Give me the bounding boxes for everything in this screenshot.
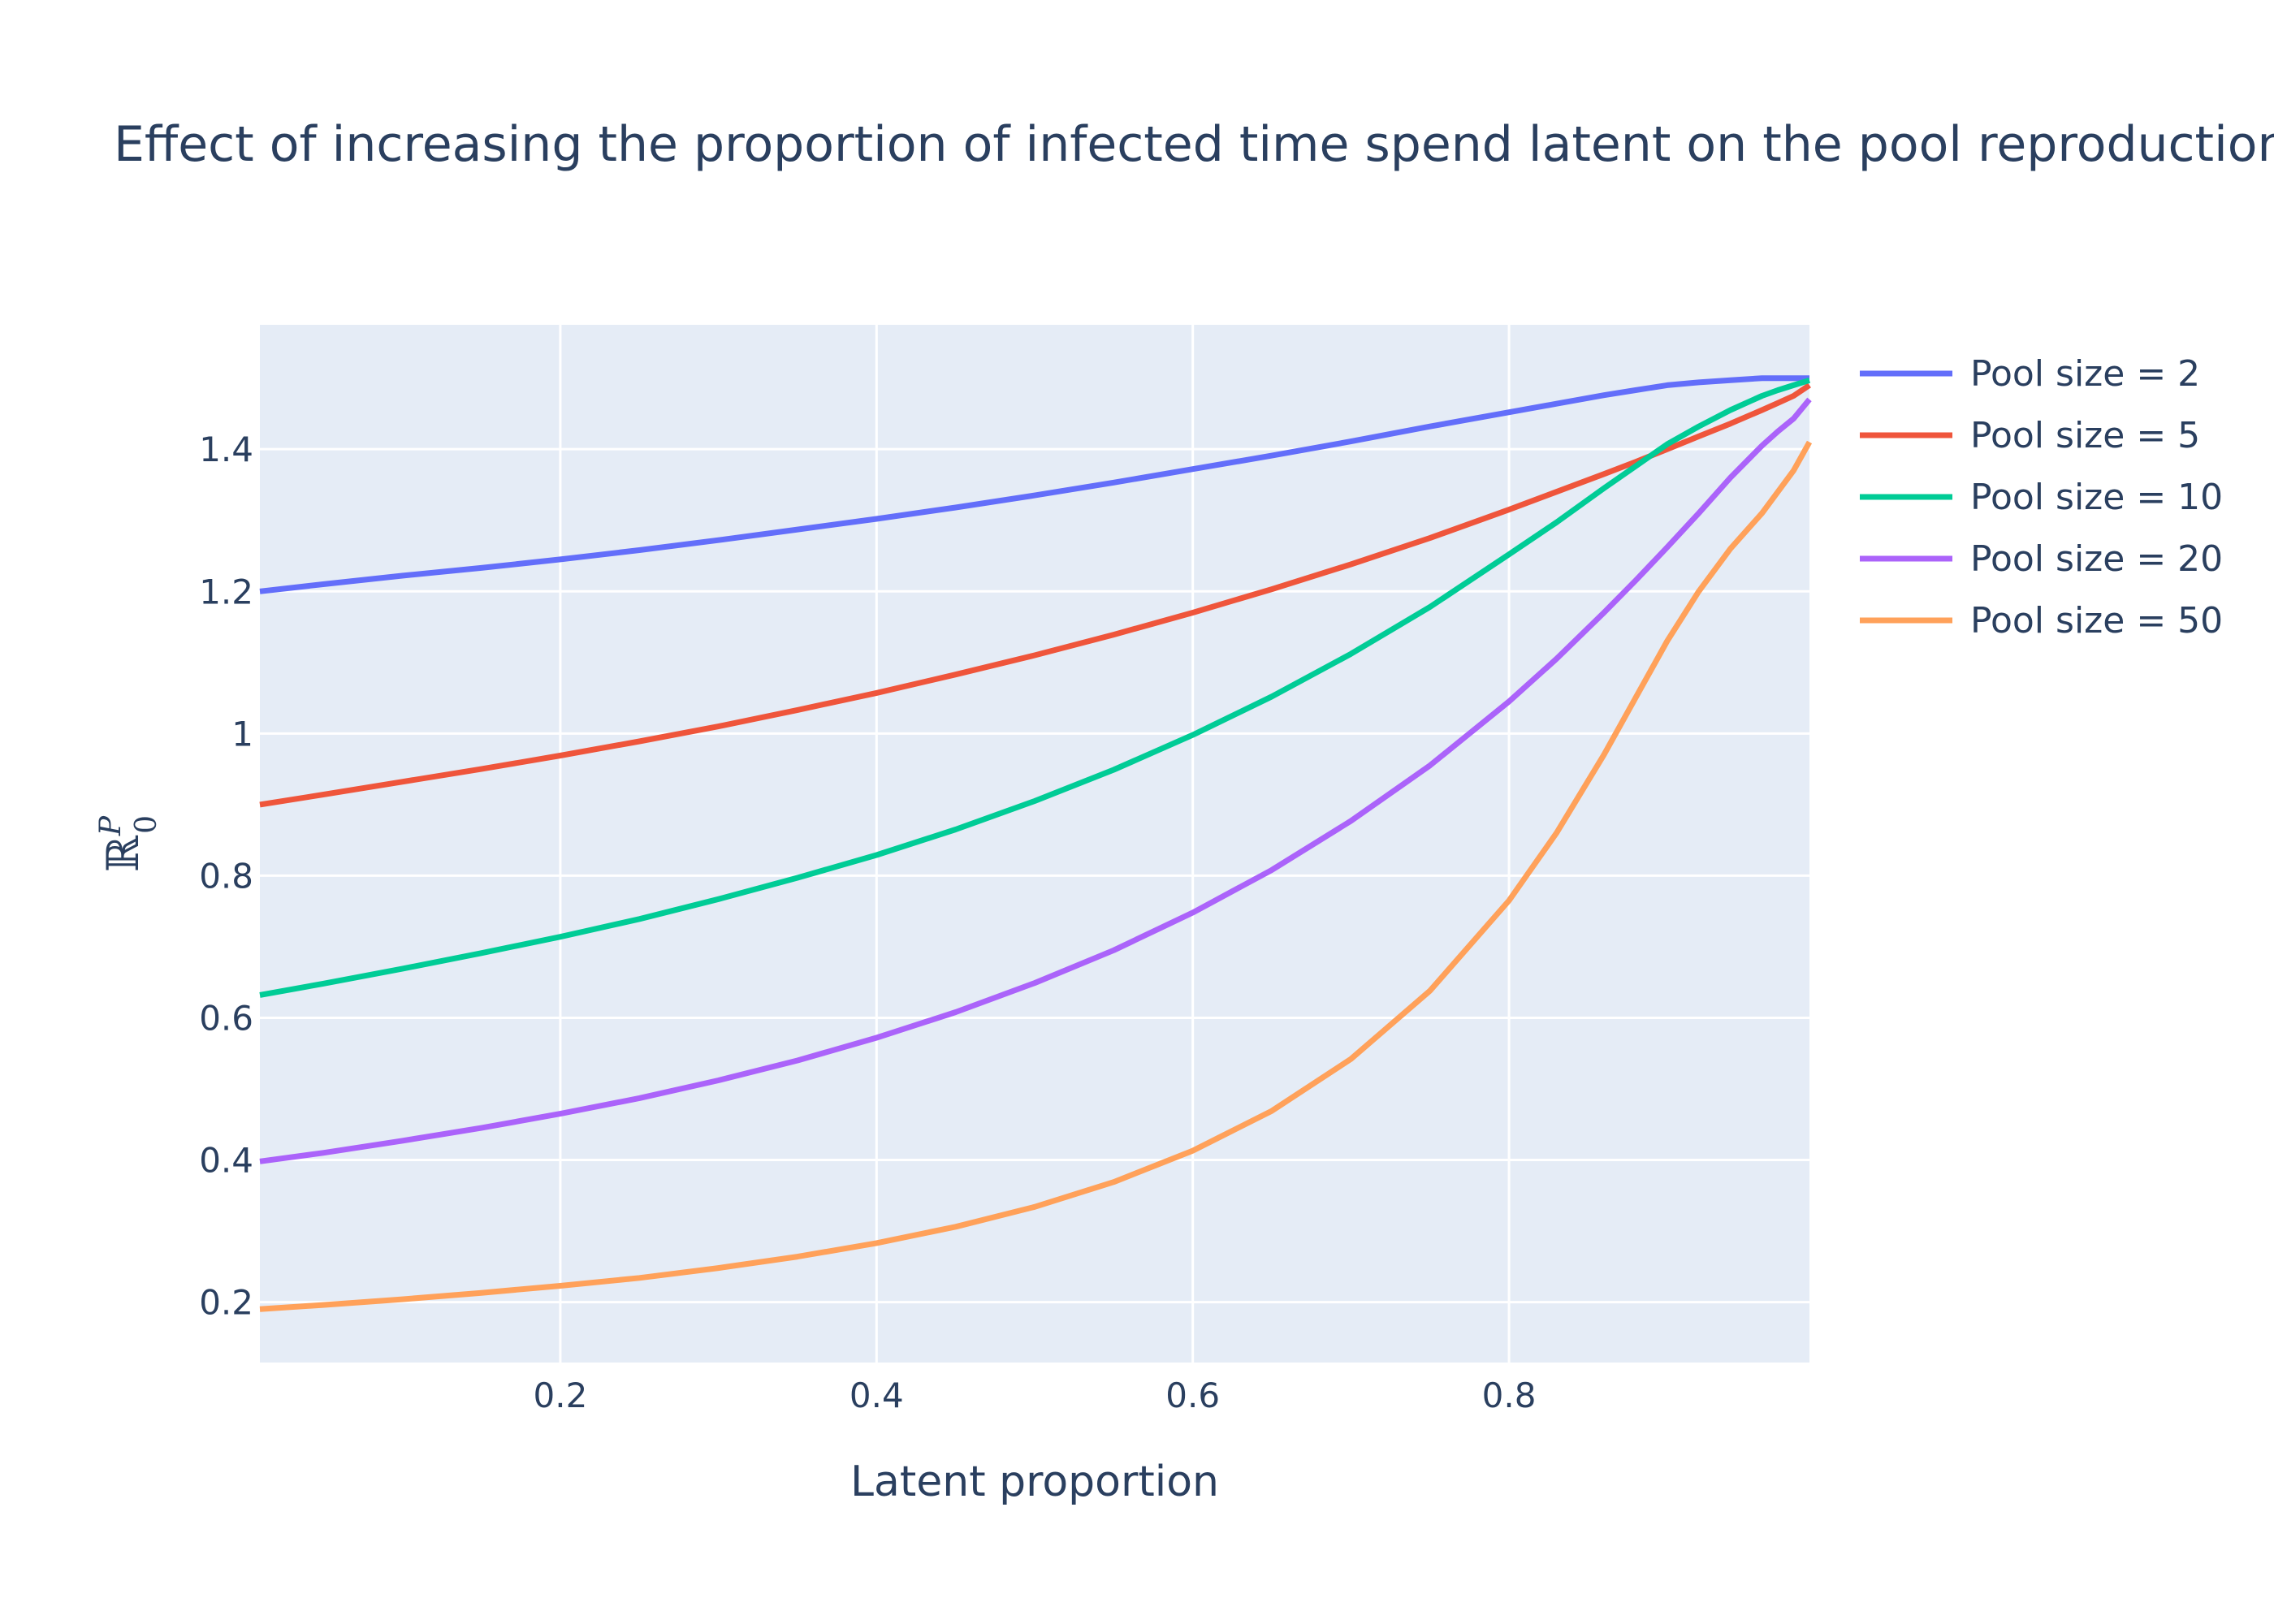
series-line-0 [259,375,1809,594]
x-tick-label: 0.4 [850,1376,904,1415]
legend: Pool size = 2 Pool size = 5 Pool size = 10… [1860,353,2223,641]
legend-label: Pool size = 2 [1970,353,2200,395]
legend-label: Pool size = 50 [1970,600,2223,641]
series-line-3 [259,397,1812,1164]
x-tick-labels: 0.2 0.4 0.6 0.8 [534,1376,1537,1415]
y-axis-title-sub: 0 [130,815,163,834]
series-lines [259,375,1813,1312]
x-tick-label: 0.2 [534,1376,588,1415]
series-line-2 [259,377,1811,998]
grid [260,325,1809,1363]
series-line-1 [259,382,1811,808]
chart-title: Effect of increasing the proportion of i… [114,116,2274,173]
y-tick-label: 0.4 [199,1141,253,1181]
y-tick-labels: 0.2 0.4 0.6 0.8 1 1.2 1.4 [199,430,253,1322]
y-axis-title: ℝP0 [94,815,163,872]
svg-text:ℝP0: ℝP0 [94,815,163,872]
series-line-4 [259,440,1813,1312]
x-axis-title: Latent proportion [850,1458,1219,1506]
y-tick-label: 0.8 [199,856,253,896]
y-axis-title-sup: P [94,815,128,836]
y-tick-label: 1.4 [199,430,253,469]
y-tick-label: 0.2 [199,1283,253,1323]
legend-label: Pool size = 5 [1970,415,2200,456]
legend-label: Pool size = 10 [1970,477,2223,518]
y-axis-title-base: ℝ [97,835,149,872]
y-tick-label: 1 [231,714,253,754]
y-tick-label: 1.2 [199,572,253,611]
x-tick-label: 0.6 [1165,1376,1220,1415]
y-tick-label: 0.6 [199,998,253,1038]
x-tick-label: 0.8 [1482,1376,1537,1415]
legend-label: Pool size = 20 [1970,538,2223,580]
